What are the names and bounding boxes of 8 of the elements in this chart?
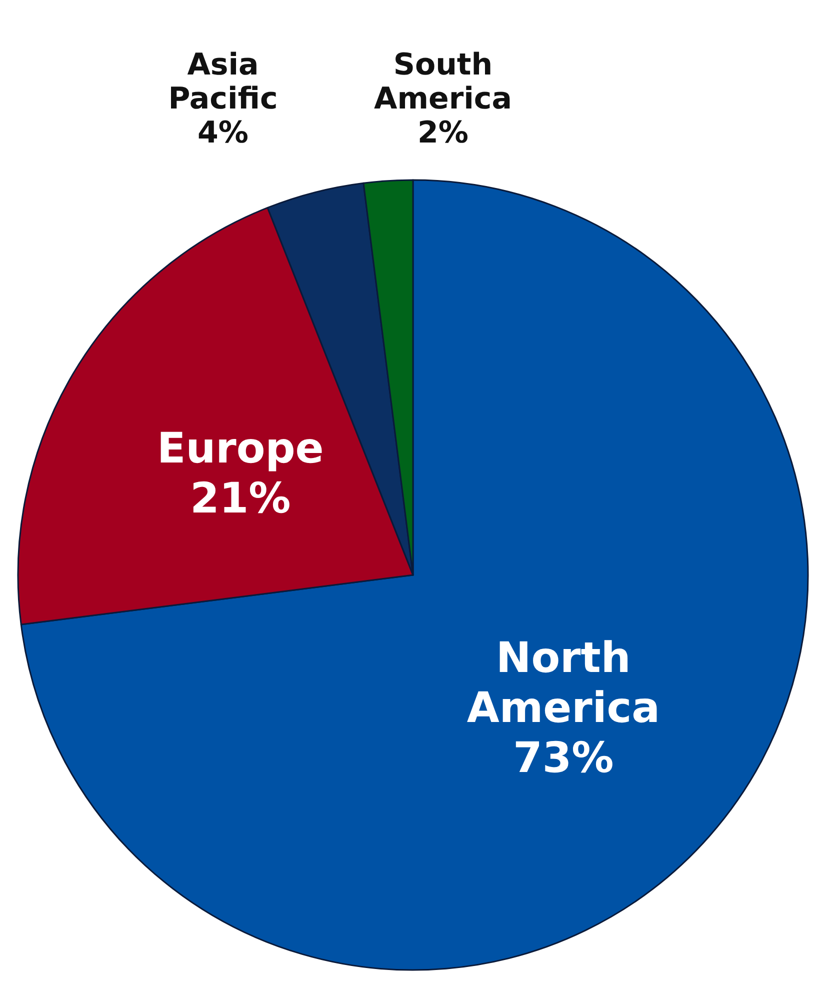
slice-label: Asia Pacific — [168, 48, 278, 116]
data-label: 21% — [190, 473, 291, 522]
data-label: 4% — [198, 116, 248, 150]
slice-label: Europe — [157, 423, 324, 472]
slice-label: South America — [374, 48, 512, 116]
slice-label: North America — [466, 633, 660, 732]
data-label: 73% — [513, 733, 614, 782]
data-label: 2% — [418, 116, 468, 150]
